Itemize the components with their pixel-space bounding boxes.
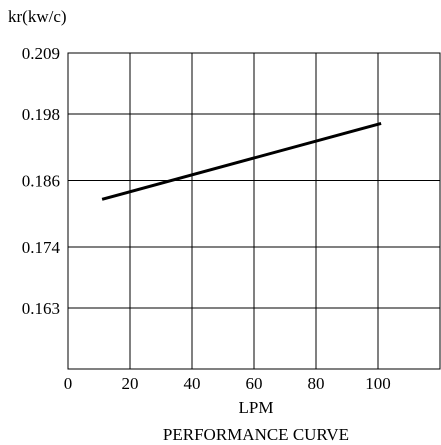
series-layer	[101, 121, 382, 201]
grid-lines	[68, 52, 440, 369]
y-axis-label: kr(kw/c)	[8, 7, 67, 26]
chart-title: PERFORMANCE CURVE	[163, 425, 349, 444]
y-tick-label: 0.209	[22, 44, 60, 63]
performance-curve-line	[101, 121, 382, 201]
x-tick-label: 0	[64, 374, 73, 393]
x-tick-label: 40	[184, 374, 201, 393]
x-tick-label: 60	[246, 374, 263, 393]
y-tick-labels: 0.209 0.198 0.186 0.174 0.163	[22, 44, 61, 318]
x-tick-label: 100	[365, 374, 391, 393]
x-tick-label: 80	[308, 374, 325, 393]
x-axis-label: LPM	[239, 398, 274, 417]
x-tick-label: 20	[122, 374, 139, 393]
x-tick-labels: 0 20 40 60 80 100	[64, 374, 391, 393]
y-tick-label: 0.186	[22, 172, 60, 191]
y-tick-label: 0.163	[22, 299, 60, 318]
y-tick-label: 0.174	[22, 238, 61, 257]
y-tick-label: 0.198	[22, 105, 60, 124]
